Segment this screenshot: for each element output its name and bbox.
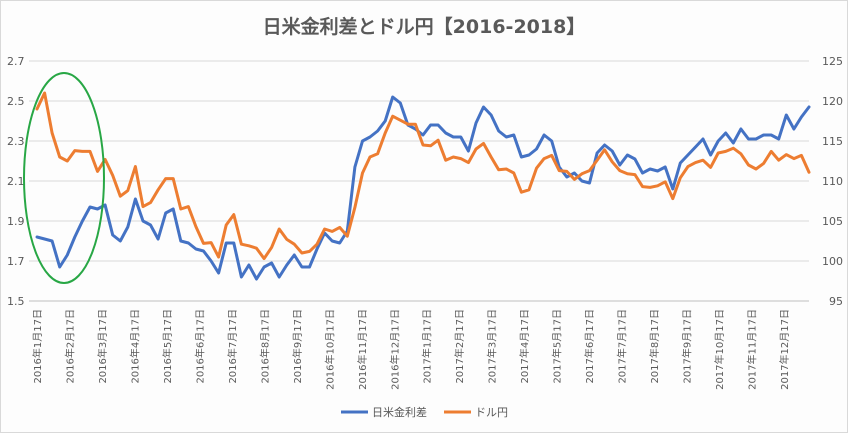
- x-axis-tick-label: 2017年9月17日: [681, 309, 694, 384]
- highlight-ellipse: [23, 72, 105, 284]
- left-axis-tick-label: 2.7: [7, 55, 25, 68]
- left-axis-tick-label: 2.5: [7, 95, 25, 108]
- x-axis-tick-label: 2016年7月17日: [226, 309, 239, 384]
- gridlines: [29, 60, 809, 262]
- series-line-spread: [35, 95, 811, 281]
- x-axis-tick-label: 2017年4月17日: [518, 309, 531, 384]
- legend: 日米金利差 ドル円: [341, 405, 508, 419]
- x-axis-tick-label: 2016年10月17日: [323, 309, 336, 390]
- legend-label: ドル円: [475, 406, 508, 419]
- x-axis-tick-label: 2016年5月17日: [161, 309, 174, 384]
- left-axis-tick-label: 2.3: [7, 135, 25, 148]
- left-axis-tick-label: 2.1: [7, 175, 25, 188]
- x-axis-tick-label: 2016年3月17日: [96, 309, 109, 384]
- x-axis-tick-label: 2017年10月17日: [713, 309, 726, 390]
- series-line-usdjpy: [35, 91, 811, 261]
- right-axis-tick-label: 95: [829, 295, 843, 308]
- x-axis-tick-label: 2016年4月17日: [128, 309, 141, 384]
- series-lines: [35, 91, 811, 281]
- x-axis-tick-label: 2016年9月17日: [291, 309, 304, 384]
- right-axis-tick-label: 105: [822, 215, 843, 228]
- left-axis-tick-label: 1.9: [7, 215, 25, 228]
- right-axis-tick-label: 100: [822, 255, 843, 268]
- right-axis-tick-label: 110: [822, 175, 843, 188]
- x-axis-tick-label: 2017年12月17日: [778, 309, 791, 390]
- x-axis-tick-label: 2017年7月17日: [616, 309, 629, 384]
- x-axis-tick-label: 2017年5月17日: [551, 309, 564, 384]
- left-axis-ticks: 1.5 1.7 1.9 2.1 2.3 2.5 2.7: [7, 55, 25, 308]
- x-axis-tick-label: 2016年6月17日: [193, 309, 206, 384]
- x-axis-tick-label: 2017年8月17日: [648, 309, 661, 384]
- x-axis-tick-label: 2016年8月17日: [258, 309, 271, 384]
- chart-title: 日米金利差とドル円【2016-2018】: [263, 15, 586, 38]
- right-axis-tick-label: 125: [822, 55, 843, 68]
- x-axis-tick-label: 2016年12月17日: [388, 309, 401, 390]
- x-axis-tick-label: 2017年2月17日: [453, 309, 466, 384]
- x-axis-tick-label: 2017年3月17日: [486, 309, 499, 384]
- x-axis-tick-label: 2016年11月17日: [356, 309, 369, 390]
- right-axis-ticks: 95 100 105 110 115 120 125: [822, 55, 843, 308]
- x-axis-tick-label: 2017年1月17日: [421, 309, 434, 384]
- x-axis-ticks: 2016年1月17日 2016年2月17日 2016年3月17日 2016年4月17日…: [31, 309, 791, 390]
- x-axis-tick-label: 2016年1月17日: [31, 309, 44, 384]
- legend-label: 日米金利差: [372, 405, 427, 419]
- right-axis-tick-label: 120: [822, 95, 843, 108]
- left-axis-tick-label: 1.7: [7, 255, 25, 268]
- x-axis-tick-label: 2016年2月17日: [63, 309, 76, 384]
- x-axis-tick-label: 2017年11月17日: [746, 309, 759, 390]
- right-axis-tick-label: 115: [822, 135, 843, 148]
- x-axis-tick-label: 2017年6月17日: [583, 309, 596, 384]
- left-axis-tick-label: 1.5: [7, 295, 25, 308]
